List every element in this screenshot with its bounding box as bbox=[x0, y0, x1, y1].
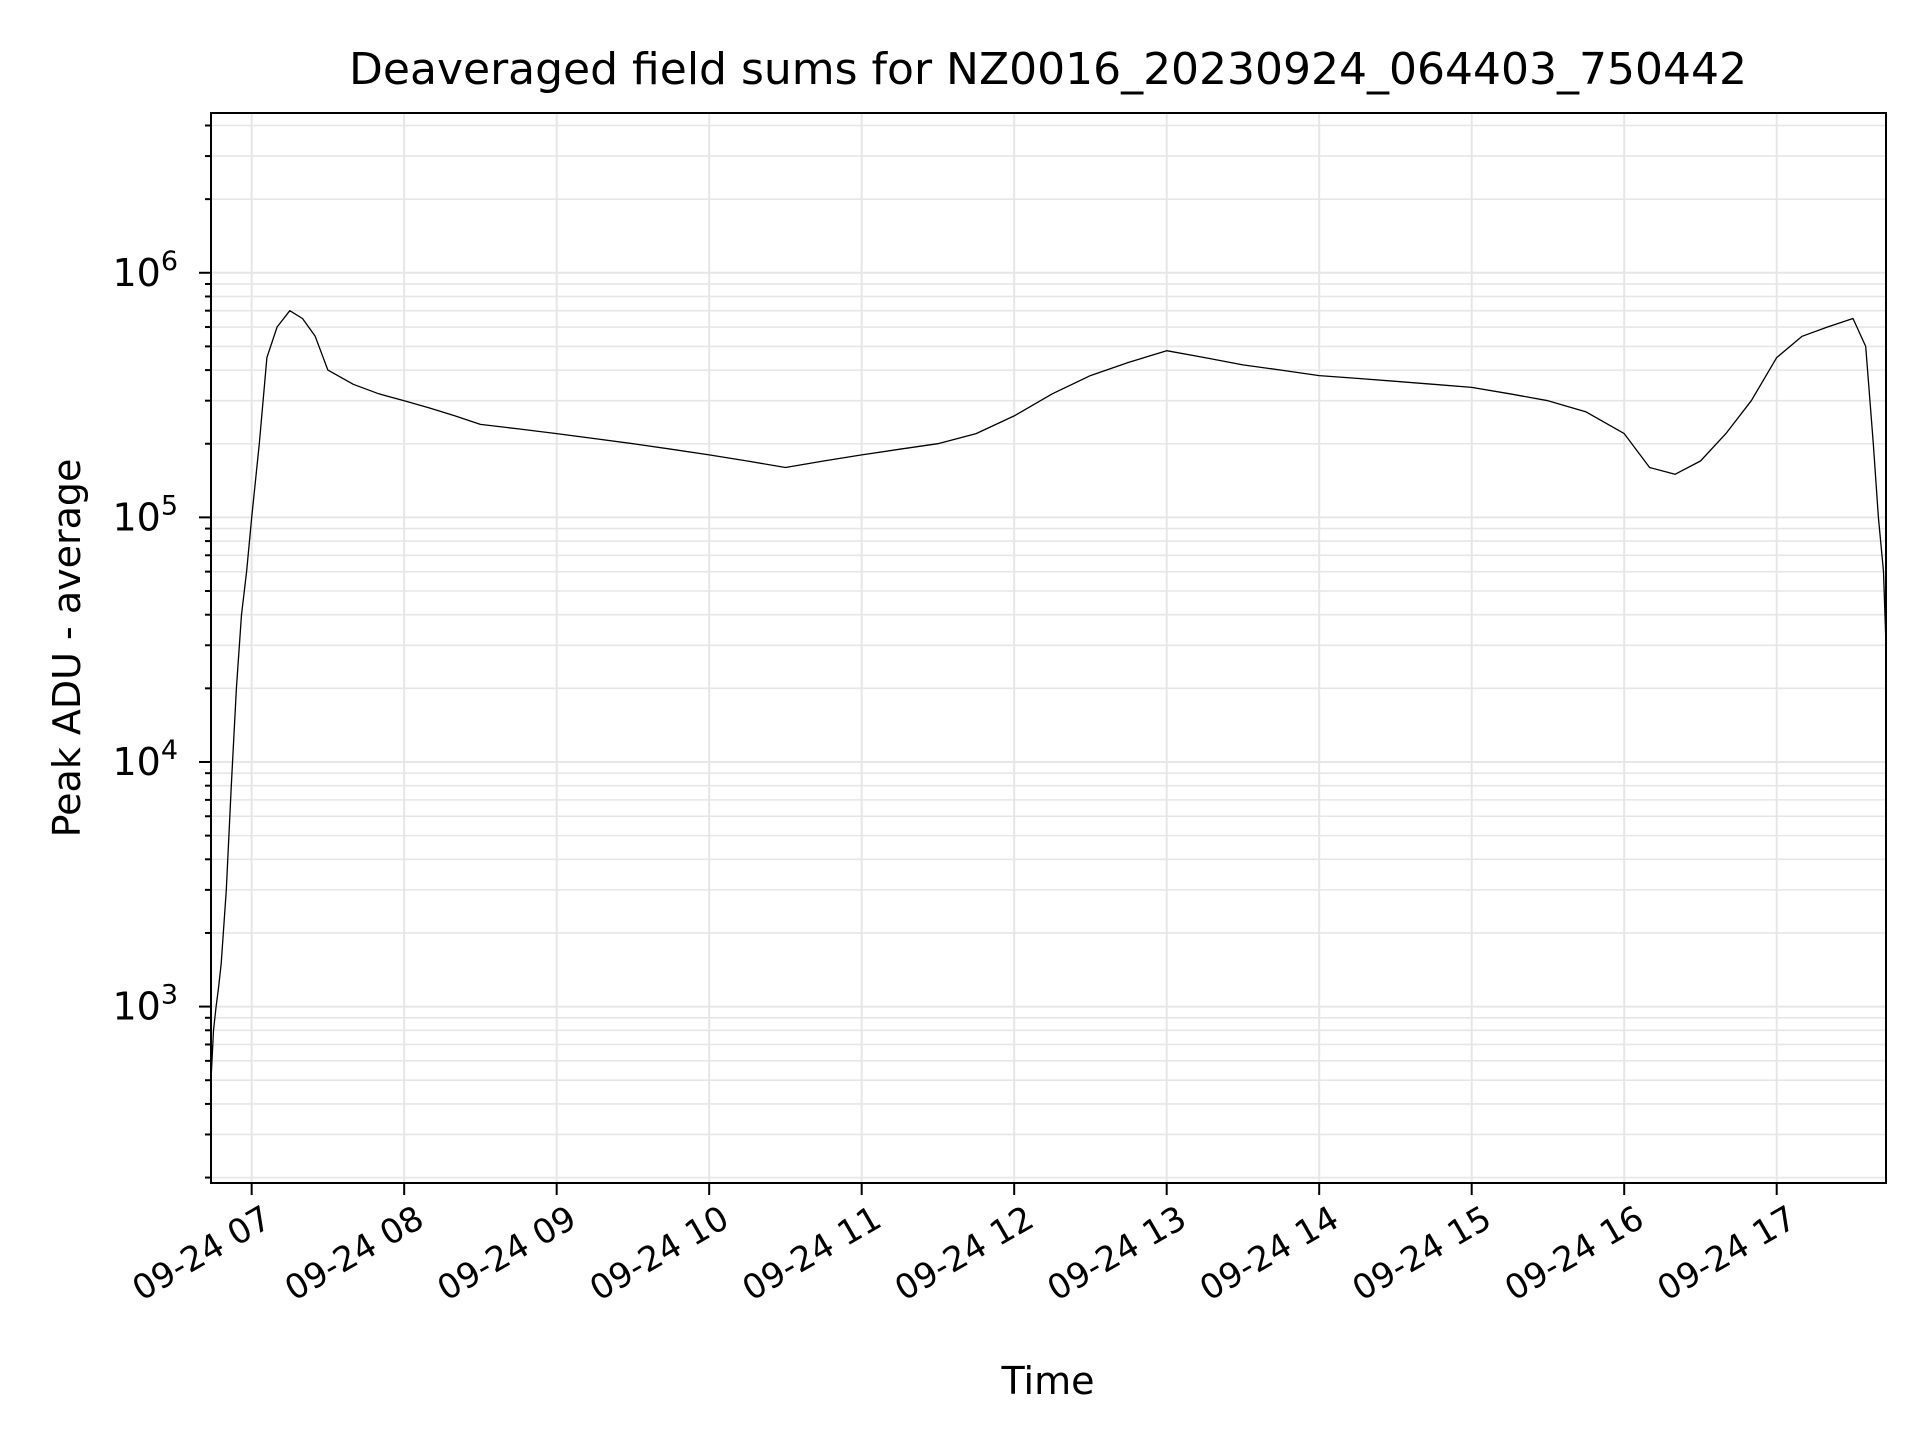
series-line bbox=[210, 310, 1887, 1081]
chart-title: Deaveraged field sums for NZ0016_2023092… bbox=[349, 44, 1747, 95]
grid bbox=[211, 113, 1886, 1183]
y-tick-label: 106 bbox=[112, 246, 178, 295]
x-axis-label: Time bbox=[1001, 1359, 1095, 1403]
y-tick-label: 105 bbox=[112, 490, 178, 539]
y-axis-label: Peak ADU - average bbox=[45, 459, 89, 838]
y-tick-label: 103 bbox=[112, 980, 178, 1029]
series-layer bbox=[210, 310, 1887, 1081]
y-tick-label: 104 bbox=[112, 735, 178, 784]
y-axis-ticks: 103 104 105 106 bbox=[112, 124, 211, 1179]
plot-frame bbox=[210, 112, 1887, 1184]
